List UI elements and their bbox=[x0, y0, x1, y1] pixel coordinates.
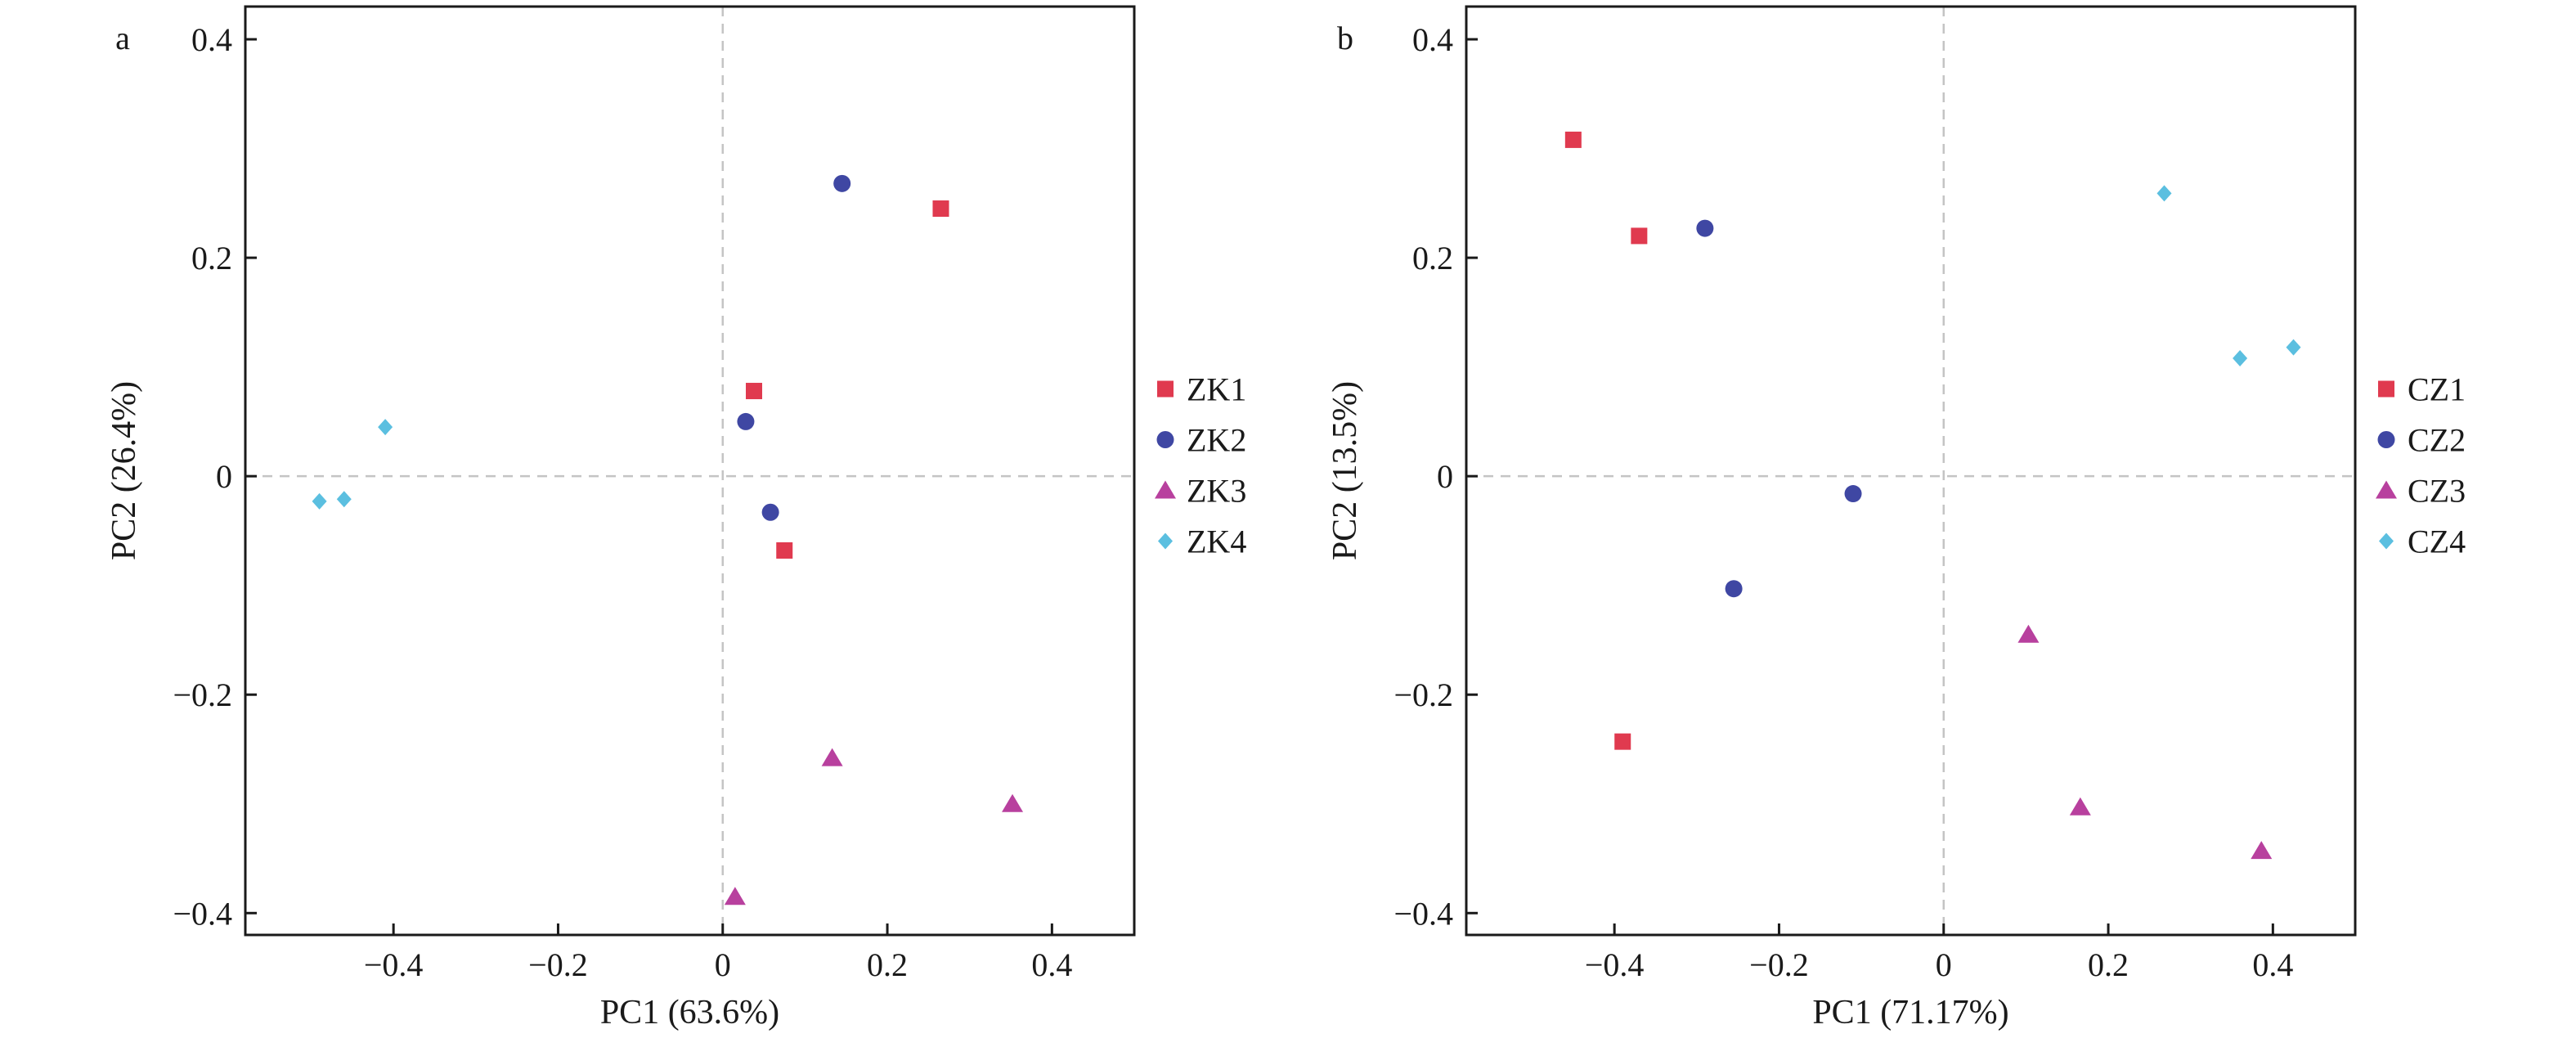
data-point-zk3 bbox=[821, 748, 843, 766]
plot-frame bbox=[1465, 5, 2357, 937]
data-point-cz4 bbox=[2156, 185, 2172, 202]
legend-label-zk4: ZK4 bbox=[1187, 523, 1246, 560]
x-tick-label: 0 bbox=[715, 946, 731, 983]
x-tick-label: 0 bbox=[1936, 946, 1952, 983]
x-tick-label: −0.2 bbox=[528, 946, 588, 983]
x-tick-label: 0.4 bbox=[1031, 946, 1072, 983]
legend-label-cz4: CZ4 bbox=[2408, 523, 2466, 560]
y-tick-label: −0.2 bbox=[173, 676, 232, 713]
data-point-cz3 bbox=[2069, 797, 2091, 816]
legend-marker-cz4 bbox=[2379, 532, 2394, 550]
data-point-cz2 bbox=[1844, 485, 1862, 503]
data-point-zk2 bbox=[833, 174, 851, 192]
data-point-zk1 bbox=[932, 200, 949, 218]
plot-frame bbox=[244, 5, 1136, 937]
x-tick-label: −0.2 bbox=[1749, 946, 1809, 983]
legend-marker-zk3 bbox=[1155, 480, 1176, 499]
data-point-zk4 bbox=[312, 492, 327, 510]
legend-marker-zk4 bbox=[1158, 532, 1173, 550]
y-tick-label: 0.2 bbox=[191, 240, 232, 276]
legend-label-cz3: CZ3 bbox=[2408, 473, 2466, 510]
data-point-zk1 bbox=[776, 541, 793, 559]
legend-label-zk2: ZK2 bbox=[1187, 422, 1246, 459]
panel-label: b bbox=[1337, 20, 1353, 56]
legend-marker-cz3 bbox=[2376, 480, 2397, 499]
y-axis-title: PC2 (26.4%) bbox=[105, 381, 143, 560]
panel-label: a bbox=[115, 20, 130, 56]
legend-label-zk1: ZK1 bbox=[1187, 371, 1246, 408]
legend-label-zk3: ZK3 bbox=[1187, 473, 1246, 510]
data-point-cz3 bbox=[2251, 841, 2273, 860]
data-point-zk4 bbox=[378, 419, 393, 436]
y-tick-label: −0.4 bbox=[173, 895, 232, 932]
legend-marker-zk1 bbox=[1157, 380, 1174, 398]
x-tick-label: 0.2 bbox=[2088, 946, 2129, 983]
data-point-zk2 bbox=[737, 412, 755, 430]
data-point-zk4 bbox=[336, 491, 352, 508]
y-tick-label: −0.4 bbox=[1393, 895, 1453, 932]
legend-marker-zk2 bbox=[1156, 431, 1174, 448]
data-point-cz1 bbox=[1564, 131, 1582, 148]
y-tick-label: 0 bbox=[1437, 458, 1453, 495]
y-tick-label: 0.4 bbox=[191, 21, 232, 58]
y-tick-label: 0.4 bbox=[1412, 21, 1453, 58]
data-point-zk1 bbox=[746, 383, 763, 400]
data-point-cz3 bbox=[2017, 624, 2040, 643]
legend-label-cz2: CZ2 bbox=[2408, 422, 2466, 459]
data-point-cz4 bbox=[2286, 339, 2301, 356]
x-tick-label: −0.4 bbox=[364, 946, 424, 983]
chart-panel-a: −0.4 −0.2 0 0.2 0.4 −0.4 −0.2 0 0.2 0.4 PC1 (63.6%… bbox=[105, 5, 1246, 1031]
x-tick-label: 0.2 bbox=[867, 946, 908, 983]
data-point-zk3 bbox=[1002, 793, 1024, 812]
x-tick-label: −0.4 bbox=[1585, 946, 1645, 983]
x-axis-title: PC1 (71.17%) bbox=[1812, 994, 2008, 1031]
data-point-cz2 bbox=[1725, 580, 1743, 598]
x-axis-title: PC1 (63.6%) bbox=[600, 994, 779, 1031]
y-tick-label: 0.2 bbox=[1412, 240, 1453, 276]
y-axis-title: PC2 (13.5%) bbox=[1326, 381, 1364, 560]
data-point-cz4 bbox=[2233, 349, 2248, 366]
legend-marker-cz2 bbox=[2377, 431, 2395, 448]
data-point-zk2 bbox=[761, 503, 779, 521]
data-point-cz1 bbox=[1631, 227, 1648, 245]
chart-panel-b: −0.4 −0.2 0 0.2 0.4 −0.4 −0.2 0 0.2 0.4 PC1 (71.17… bbox=[1326, 5, 2466, 1031]
data-point-cz2 bbox=[1696, 219, 1714, 237]
legend-marker-cz1 bbox=[2378, 380, 2394, 398]
data-point-zk3 bbox=[724, 887, 746, 905]
legend-label-cz1: CZ1 bbox=[2408, 371, 2466, 408]
y-tick-label: 0 bbox=[216, 458, 232, 495]
data-point-cz1 bbox=[1614, 733, 1631, 750]
x-tick-label: 0.4 bbox=[2252, 946, 2293, 983]
y-tick-label: −0.2 bbox=[1393, 676, 1453, 713]
